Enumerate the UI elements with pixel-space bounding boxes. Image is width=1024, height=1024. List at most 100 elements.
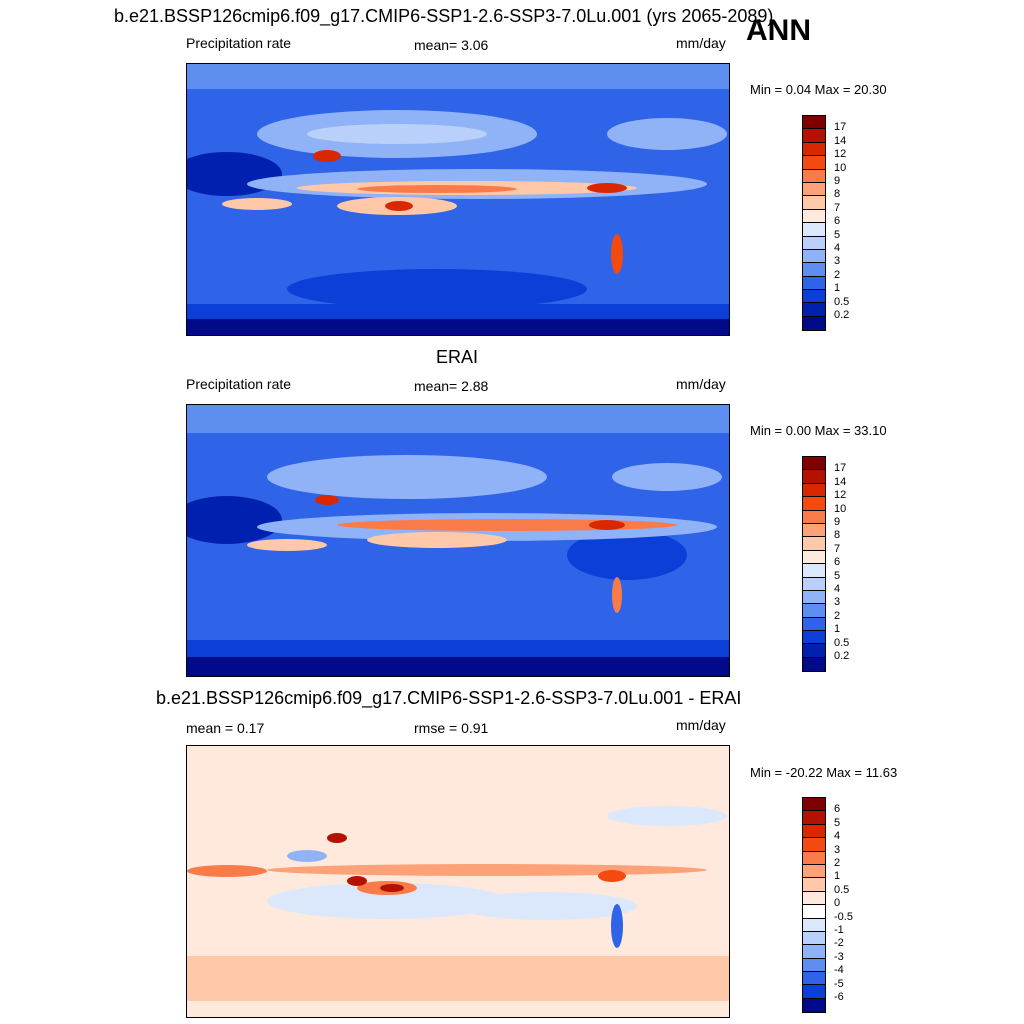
colorbar-swatch xyxy=(803,604,825,618)
panel2-units: mm/day xyxy=(676,376,726,392)
colorbar-level-label: 0.2 xyxy=(834,309,850,321)
panel3-minmax: Min = -20.22 Max = 11.63 xyxy=(750,765,898,780)
colorbar-swatch xyxy=(803,931,825,946)
colorbar-swatch xyxy=(803,891,825,906)
colorbar-swatch xyxy=(803,142,825,157)
colorbar-level-label: 5 xyxy=(834,569,841,582)
colorbar-swatch xyxy=(803,497,825,511)
colorbar-level-label: 17 xyxy=(834,462,847,475)
colorbar-level-label: 3 xyxy=(834,255,841,268)
colorbar-level-label: 4 xyxy=(834,830,841,843)
colorbar-level-label: 9 xyxy=(834,516,841,528)
colorbar-swatch xyxy=(803,644,825,658)
colorbar-swatch xyxy=(803,590,825,605)
colorbar-swatch xyxy=(803,523,825,538)
colorbar-swatch xyxy=(803,564,825,578)
panel2-mean: mean= 2.88 xyxy=(414,378,489,394)
colorbar-level-label: 2 xyxy=(834,857,841,869)
colorbar-swatch xyxy=(803,918,825,932)
colorbar-level-label: 1 xyxy=(834,623,841,636)
colorbar-level-label: -4 xyxy=(834,964,844,977)
colorbar-swatch xyxy=(803,223,825,237)
colorbar-level-label: 1 xyxy=(834,870,841,883)
colorbar-level-label: -0.5 xyxy=(834,910,853,923)
colorbar-level-label: 7 xyxy=(834,542,841,555)
colorbar-level-label: 4 xyxy=(834,242,841,254)
colorbar-level-label: 14 xyxy=(834,475,847,488)
panel1-mean: mean= 3.06 xyxy=(414,37,489,53)
panel1-minmax: Min = 0.04 Max = 20.30 xyxy=(750,82,887,97)
colorbar-level-label: -1 xyxy=(834,924,844,936)
colorbar-level-label: 3 xyxy=(834,843,841,856)
colorbar-level-label: 3 xyxy=(834,596,841,609)
colorbar-swatch xyxy=(803,537,825,551)
colorbar-level-label: 14 xyxy=(834,134,847,147)
panel2-precip-field xyxy=(187,405,729,676)
colorbar-swatch xyxy=(803,550,825,565)
panel2-title: ERAI xyxy=(436,347,479,367)
panel1-map xyxy=(186,63,730,336)
panel2-colorbar xyxy=(802,456,826,673)
colorbar-swatch xyxy=(803,851,825,865)
panel3-map xyxy=(186,745,730,1018)
colorbar-swatch xyxy=(803,457,825,471)
colorbar-swatch xyxy=(803,577,825,591)
colorbar-swatch xyxy=(803,998,825,1013)
colorbar-swatch xyxy=(803,290,825,304)
colorbar-swatch xyxy=(803,470,825,484)
panel3-units: mm/day xyxy=(676,717,726,733)
colorbar-level-label: 5 xyxy=(834,228,841,241)
colorbar-swatch xyxy=(803,182,825,197)
colorbar-level-label: 0.5 xyxy=(834,295,850,308)
panel2-variable: Precipitation rate xyxy=(186,376,292,392)
colorbar-swatch xyxy=(803,510,825,524)
colorbar-level-label: 2 xyxy=(834,268,841,281)
colorbar-swatch xyxy=(803,811,825,825)
panel1-precip-field xyxy=(187,64,729,335)
colorbar-level-label: -6 xyxy=(834,991,844,1003)
colorbar-swatch xyxy=(803,798,825,812)
colorbar-level-label: 0.5 xyxy=(834,636,850,649)
colorbar-swatch xyxy=(803,316,825,331)
colorbar-level-label: 6 xyxy=(834,556,841,569)
colorbar-swatch xyxy=(803,905,825,919)
colorbar-swatch xyxy=(803,249,825,264)
panel3-diff-field xyxy=(187,746,729,1017)
panel2-minmax: Min = 0.00 Max = 33.10 xyxy=(750,423,887,438)
panel1-colorbar xyxy=(802,115,826,332)
colorbar-swatch xyxy=(803,972,825,986)
colorbar-swatch xyxy=(803,657,825,672)
colorbar-level-label: 4 xyxy=(834,583,841,595)
colorbar-swatch xyxy=(803,196,825,210)
colorbar-level-label: 6 xyxy=(834,215,841,228)
colorbar-level-label: -2 xyxy=(834,937,844,950)
panel1-title: b.e21.BSSP126cmip6.f09_g17.CMIP6-SSP1-2.… xyxy=(114,6,774,26)
colorbar-swatch xyxy=(803,617,825,632)
colorbar-level-label: 1 xyxy=(834,282,841,295)
colorbar-swatch xyxy=(803,169,825,183)
panel3-mean: mean = 0.17 xyxy=(186,720,265,736)
colorbar-level-label: 10 xyxy=(834,161,847,174)
panel3-rmse: rmse = 0.91 xyxy=(414,720,489,736)
colorbar-swatch xyxy=(803,483,825,498)
colorbar-level-label: 9 xyxy=(834,175,841,187)
colorbar-swatch xyxy=(803,209,825,224)
colorbar-swatch xyxy=(803,156,825,170)
panel1-variable: Precipitation rate xyxy=(186,35,292,51)
panel1-units: mm/day xyxy=(676,35,726,51)
colorbar-swatch xyxy=(803,116,825,130)
colorbar-level-label: 17 xyxy=(834,121,847,134)
colorbar-level-label: 12 xyxy=(834,148,847,161)
colorbar-swatch xyxy=(803,276,825,291)
colorbar-swatch xyxy=(803,958,825,973)
colorbar-level-label: 8 xyxy=(834,188,841,201)
colorbar-level-label: 5 xyxy=(834,816,841,829)
colorbar-swatch xyxy=(803,985,825,999)
colorbar-swatch xyxy=(803,838,825,852)
colorbar-level-label: 2 xyxy=(834,609,841,622)
colorbar-level-label: 0.5 xyxy=(834,883,850,896)
colorbar-swatch xyxy=(803,878,825,892)
panel2-map xyxy=(186,404,730,677)
colorbar-swatch xyxy=(803,864,825,879)
season-label: ANN xyxy=(746,14,811,47)
